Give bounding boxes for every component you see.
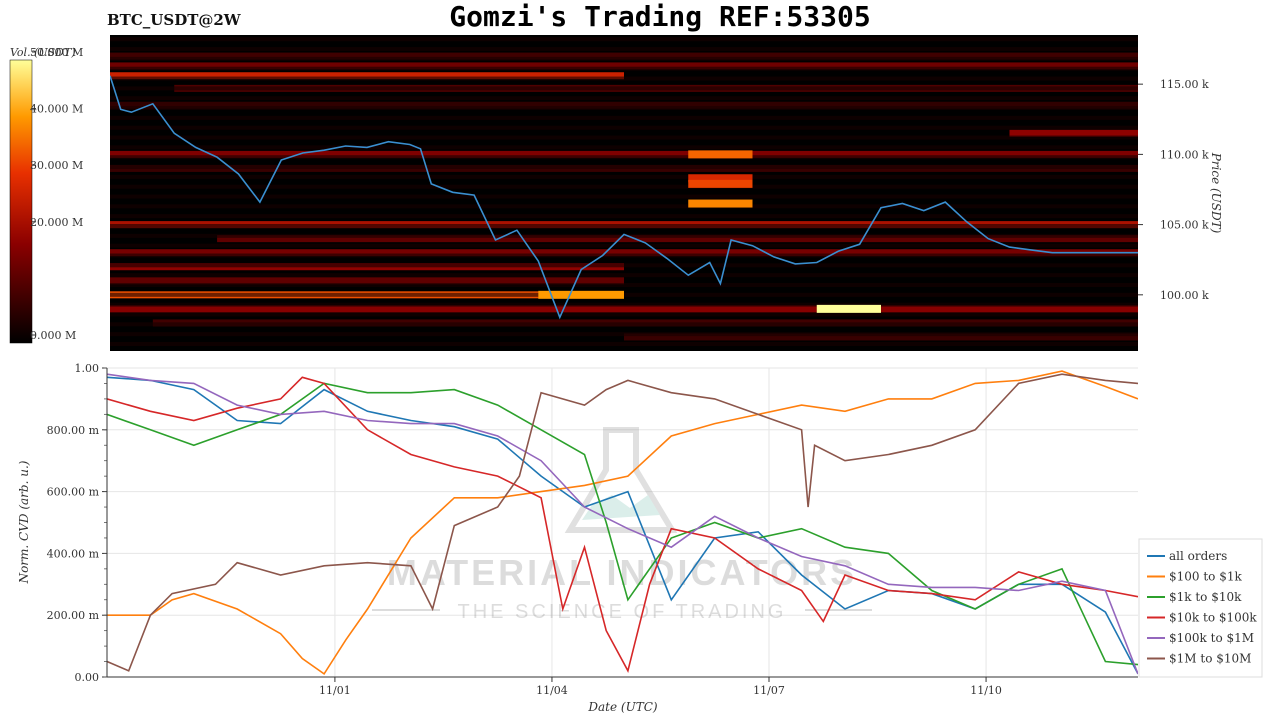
cvd-y-axis-label: Norm. CVD (arb. u.)	[17, 460, 31, 584]
liquidity-band	[110, 66, 1138, 71]
liquidity-band	[110, 72, 624, 80]
price-tick-label: 110.00 k	[1160, 148, 1209, 161]
cvd-panel: MATERIAL INDICATORS THE SCIENCE OF TRADI…	[17, 362, 1138, 714]
liquidity-band	[110, 106, 1138, 111]
liquidity-band	[110, 62, 1138, 70]
liquidity-band	[110, 56, 1138, 61]
cvd-x-axis-label: Date (UTC)	[587, 700, 657, 714]
watermark-sub: THE SCIENCE OF TRADING	[458, 601, 787, 623]
price-tick-label: 115.00 k	[1160, 78, 1209, 91]
price-tick-label: 100.00 k	[1160, 289, 1209, 302]
colorbar-label: Vol. (USDT)	[10, 46, 76, 59]
colorbar-tick-label: 50.000 M	[30, 46, 83, 59]
liquidity-band	[110, 76, 1138, 81]
x-tick-label: 11/10	[970, 684, 1002, 697]
liquidity-band	[110, 312, 1138, 317]
liquidity-band	[110, 204, 1138, 209]
liquidity-band	[110, 96, 1138, 101]
legend-label: $100k to $1M	[1169, 631, 1254, 645]
liquidity-band	[110, 305, 1138, 313]
legend-box	[1138, 538, 1263, 678]
liquidity-band	[110, 277, 624, 285]
liquidity-band	[110, 174, 1138, 179]
cvd-series-line	[107, 382, 1138, 666]
liquidity-band	[110, 302, 1138, 307]
x-tick-label: 11/07	[753, 684, 785, 697]
liquidity-hotspot	[688, 150, 753, 159]
y-tick-label: 0.00	[75, 671, 100, 684]
liquidity-band	[110, 224, 1138, 229]
liquidity-hotspot	[688, 179, 753, 188]
chart-title: Gomzi's Trading REF:53305	[449, 0, 870, 33]
cvd-plot-area	[107, 368, 1138, 677]
liquidity-band	[110, 52, 1138, 60]
liquidity-band	[110, 115, 1138, 120]
colorbar-tick-label: 30.000 M	[30, 159, 83, 172]
watermark-main: MATERIAL INDICATORS	[387, 552, 857, 593]
liquidity-band	[110, 184, 1138, 189]
cvd-series-line	[107, 373, 1138, 675]
liquidity-band	[110, 155, 1138, 160]
liquidity-band	[110, 150, 1138, 158]
liquidity-band	[110, 165, 1138, 170]
liquidity-band	[110, 273, 1138, 278]
flask-icon	[564, 427, 678, 533]
x-tick-label: 11/04	[536, 684, 568, 697]
colorbar-tick-label: 0.000 M	[30, 329, 76, 342]
price-tick-label: 105.00 k	[1160, 219, 1209, 232]
y-tick-label: 1.00	[75, 362, 100, 375]
legend-label: $10k to $100k	[1169, 611, 1257, 625]
colorbar-gradient	[9, 59, 33, 344]
liquidity-band	[110, 145, 1138, 150]
liquidity-band	[217, 235, 1138, 243]
price-line	[110, 75, 1138, 320]
liquidity-band	[110, 135, 1138, 140]
colorbar-tick-label: 20.000 M	[30, 216, 83, 229]
liquidity-band	[110, 194, 1138, 199]
liquidity-hotspot	[538, 290, 624, 299]
cvd-series-line	[107, 370, 1138, 676]
x-tick-label: 11/01	[319, 684, 351, 697]
legend-label: all orders	[1169, 549, 1227, 563]
cvd-series-line	[107, 376, 1138, 673]
liquidity-band	[110, 214, 1138, 219]
cvd-series-line	[107, 373, 1138, 672]
liquidity-band	[110, 243, 1138, 248]
liquidity-hotspot	[688, 174, 753, 183]
legend-label: $1k to $10k	[1169, 590, 1242, 604]
liquidity-hotspot	[816, 304, 881, 313]
liquidity-band	[110, 249, 1138, 257]
liquidity-band	[624, 333, 1138, 341]
liquidity-band	[1009, 129, 1138, 137]
heatmap-panel: 100.00 k 105.00 k 110.00 k 115.00 k Price (…	[110, 35, 1223, 351]
liquidity-band	[110, 263, 1138, 268]
liquidity-band	[110, 101, 1138, 109]
legend: all orders $100 to $1k $1k to $10k $10k to …	[1138, 538, 1263, 678]
liquidity-band	[110, 37, 1138, 42]
colorbar: Vol. (USDT) 0.000 M 20.000 M 30.000 M 40.00…	[9, 46, 83, 344]
legend-label: $1M to $10M	[1169, 652, 1251, 666]
liquidity-band	[110, 253, 1138, 258]
liquidity-band	[110, 233, 1138, 238]
liquidity-band	[110, 125, 1138, 130]
y-tick-label: 200.00 m	[47, 609, 100, 622]
colorbar-tick-label: 40.000 M	[30, 103, 83, 116]
liquidity-band	[110, 332, 1138, 337]
y-tick-label: 400.00 m	[47, 547, 100, 560]
y-tick-label: 800.00 m	[47, 424, 100, 437]
liquidity-band	[110, 341, 1138, 346]
price-axis-label: Price (USDT)	[1209, 152, 1223, 234]
liquidity-band	[110, 86, 1138, 91]
legend-label: $100 to $1k	[1169, 570, 1242, 584]
symbol-label: BTC_USDT@2W	[107, 11, 242, 29]
liquidity-band	[110, 322, 1138, 327]
liquidity-hotspot	[688, 199, 753, 208]
y-tick-label: 600.00 m	[47, 486, 100, 499]
liquidity-band	[110, 282, 1138, 287]
liquidity-band	[110, 47, 1138, 52]
